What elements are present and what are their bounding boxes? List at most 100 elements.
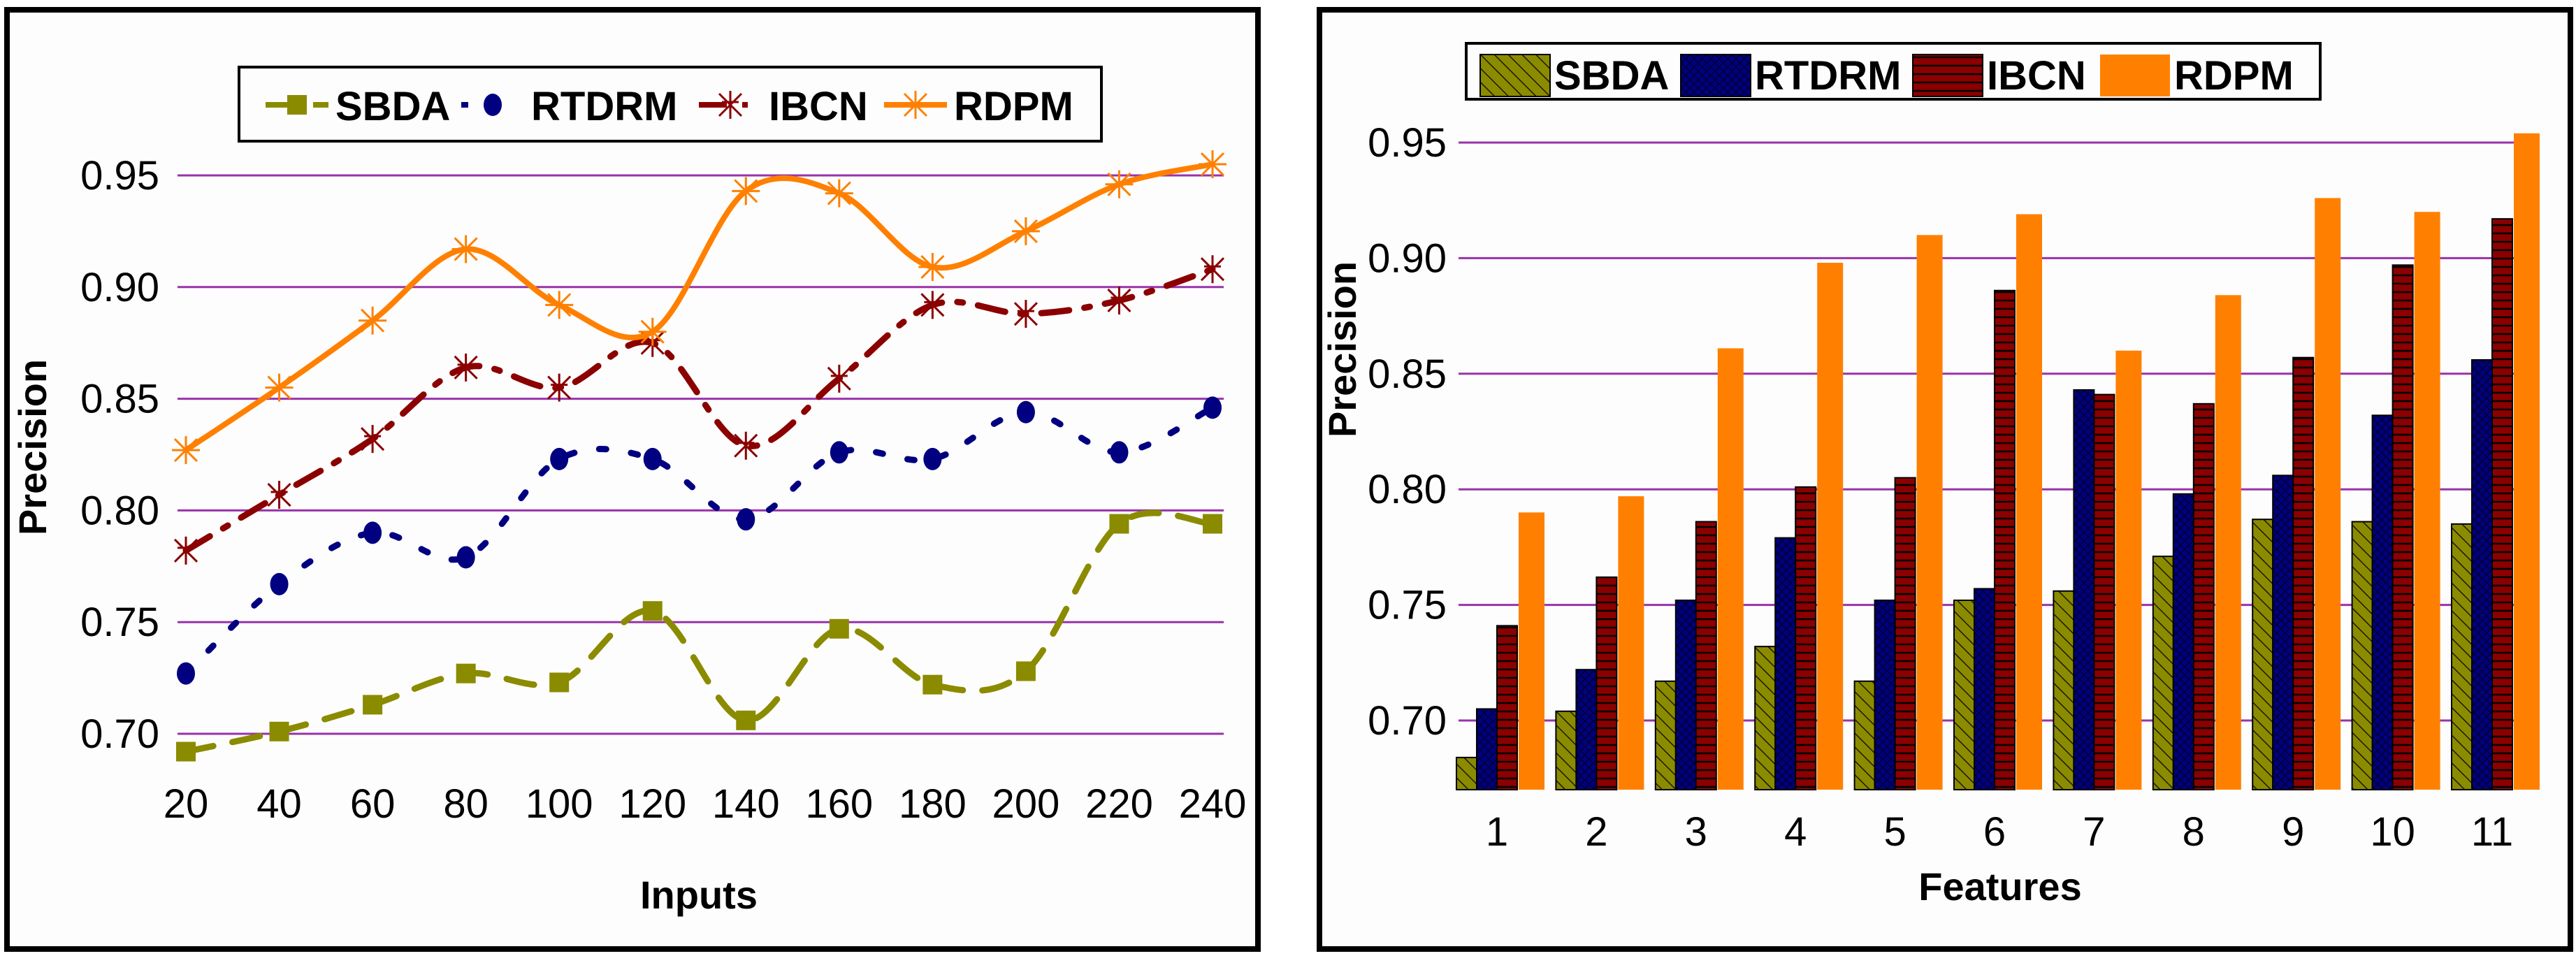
right-x-tick-label: 10 [2370, 809, 2415, 855]
right-x-tick-labels: 1 2 3 4 5 6 7 8 9 10 11 [1486, 809, 2513, 855]
left-x-tick-label: 200 [992, 781, 1060, 827]
data-point-rtdrm [1203, 396, 1222, 419]
left-y-tick-label: 0.90 [80, 265, 159, 310]
data-point-rtdrm [550, 447, 569, 470]
data-point-ibcn [920, 291, 945, 319]
legend-label: IBCN [769, 84, 868, 129]
bar-rdpm [2315, 198, 2341, 790]
right-y-axis-title: Precision [1320, 261, 1364, 437]
bar-rdpm [1717, 348, 1744, 790]
right-panel-frame [1317, 7, 2573, 952]
right-y-tick-label: 0.70 [1368, 698, 1447, 744]
legend-item-ibcn: IBCN [699, 84, 868, 129]
data-point-ibcn [1013, 300, 1038, 328]
right-x-tick-label: 9 [2282, 809, 2304, 855]
data-point-sbda [456, 663, 476, 683]
right-y-tick-labels: 0.70 0.75 0.80 0.85 0.90 0.95 [1368, 120, 1447, 744]
bar-group-feature-2 [1555, 496, 1644, 791]
left-y-tick-label: 0.85 [80, 377, 159, 422]
bar-sbda [1555, 710, 1577, 791]
data-point-rdpm [638, 317, 667, 346]
legend-label: SBDA [1554, 53, 1669, 99]
legend-swatch-ibcn-icon [1912, 54, 1983, 97]
data-point-rtdrm [643, 447, 662, 470]
bar-sbda [2351, 521, 2373, 791]
legend-swatch-sbda-icon [1479, 54, 1551, 97]
left-x-tick-label: 80 [443, 781, 489, 827]
data-point-sbda [269, 721, 289, 741]
right-y-tick-label: 0.80 [1368, 467, 1447, 512]
bar-sbda [1853, 680, 1876, 790]
bar-ibcn [1595, 576, 1618, 790]
data-point-ibcn [361, 425, 385, 454]
data-point-ibcn [454, 353, 478, 382]
bar-rtdrm [1476, 708, 1498, 791]
data-point-ibcn [734, 431, 758, 460]
data-point-rdpm [918, 253, 947, 282]
bar-rdpm [2514, 133, 2540, 790]
left-x-tick-label: 100 [526, 781, 593, 827]
data-point-rdpm [1199, 150, 1227, 179]
legend-item-sbda: SBDA [266, 84, 450, 129]
left-y-tick-label: 0.80 [80, 488, 159, 533]
data-point-ibcn [173, 536, 198, 565]
bar-group-feature-11 [2451, 133, 2540, 790]
bar-rdpm [2215, 295, 2241, 790]
left-x-axis-title: Inputs [640, 873, 758, 917]
bar-rtdrm [2172, 493, 2194, 790]
bar-group-feature-6 [1953, 214, 2042, 791]
legend-marker-ibcn-icon [718, 91, 743, 119]
bar-rtdrm [2272, 475, 2294, 790]
data-point-rdpm [1011, 217, 1040, 245]
line-series-sbda [176, 509, 1222, 762]
data-point-rtdrm [1110, 441, 1129, 464]
legend-swatch-rdpm-icon [2100, 55, 2170, 96]
bar-rtdrm [2371, 414, 2394, 790]
bar-rdpm [2016, 214, 2042, 790]
bar-group-feature-10 [2351, 212, 2440, 791]
legend-label: RTDRM [1755, 53, 1901, 99]
legend-marker-sbda-icon [287, 95, 307, 115]
data-point-rtdrm [363, 521, 382, 544]
data-point-sbda [549, 672, 570, 693]
bar-rtdrm [2471, 358, 2493, 790]
legend-label: RTDRM [531, 84, 677, 129]
bar-rtdrm [1774, 537, 1797, 791]
legend-item-ibcn: IBCN [1912, 53, 2086, 99]
bar-rdpm [1817, 263, 1844, 790]
right-legend-box [1465, 42, 2322, 101]
data-point-rdpm [825, 179, 853, 208]
bar-ibcn [1795, 486, 1817, 791]
data-point-sbda [1203, 514, 1222, 534]
left-series-group [172, 150, 1227, 762]
bar-ibcn [2192, 403, 2215, 790]
bar-sbda [2252, 519, 2274, 790]
data-point-rtdrm [456, 546, 475, 569]
data-point-ibcn [1107, 286, 1131, 314]
left-chart-panel: 0.70 0.75 0.80 0.85 0.90 0.95 20 40 60 80 100 120 1… [4, 7, 1261, 952]
right-x-tick-label: 5 [1883, 809, 1906, 855]
data-point-ibcn [267, 481, 291, 509]
left-gridlines [178, 174, 1224, 735]
bar-ibcn [2093, 393, 2115, 790]
bar-group-feature-5 [1853, 235, 1943, 790]
legend-item-rdpm: RDPM [2100, 53, 2294, 99]
data-point-rtdrm [270, 572, 289, 595]
right-x-tick-label: 11 [2471, 809, 2513, 855]
data-point-rdpm [359, 306, 387, 335]
right-x-axis-title: Features [1918, 864, 2081, 908]
line-series-rtdrm [177, 396, 1222, 685]
data-point-sbda [363, 695, 383, 715]
data-point-sbda [1015, 661, 1036, 681]
legend-item-rdpm: RDPM [884, 84, 1073, 129]
right-x-tick-label: 7 [2083, 809, 2105, 855]
legend-swatch-rtdrm-icon [1680, 54, 1751, 97]
bar-rtdrm [1674, 599, 1697, 790]
bar-group-feature-7 [2053, 350, 2142, 790]
bar-rtdrm [1575, 669, 1598, 790]
left-x-tick-label: 140 [712, 781, 780, 827]
data-point-sbda [176, 741, 196, 762]
data-point-ibcn [1200, 255, 1225, 284]
left-x-tick-label: 20 [164, 781, 209, 827]
